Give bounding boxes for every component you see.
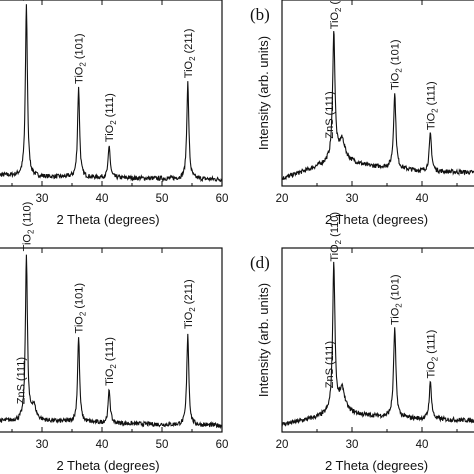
peak-label: TiO2 (101) — [390, 39, 404, 90]
plot-frame — [0, 0, 223, 187]
x-tick-label: 60 — [216, 439, 229, 451]
x-tick-label: 40 — [416, 439, 429, 451]
x-tick-label: 50 — [156, 193, 169, 205]
peak-label-main: TiO — [104, 124, 116, 142]
x-axis-label: 2 Theta (degrees) — [56, 458, 159, 473]
x-axis-label: 2 Theta (degrees) — [56, 212, 159, 227]
peak-label-main: ZnS (111) — [16, 357, 28, 404]
peak-label-main: TiO — [74, 66, 86, 84]
peak-label-main: TiO — [21, 0, 33, 1]
peak-label-main: TiO — [21, 234, 33, 252]
peak-label-main: TiO — [329, 244, 341, 262]
peak-label: TiO2 (111) — [104, 93, 118, 142]
x-axis-label: 2 Theta (degrees) — [325, 458, 428, 473]
peak-label-subscript: 2 — [334, 239, 343, 244]
x-tick-label: 30 — [36, 193, 49, 205]
peak-label: TiO2 (111) — [425, 81, 439, 130]
plot-frame — [281, 0, 474, 187]
x-tick-label: 40 — [96, 439, 109, 451]
x-tick-label: 60 — [216, 193, 229, 205]
peak-label-main: TiO — [390, 307, 402, 325]
panel-label: (d) — [250, 253, 270, 272]
peak-label: ZnS (111) — [324, 341, 336, 388]
peak-label-tail: (111) — [425, 330, 437, 357]
y-axis-label: Intensity (arb. units) — [256, 36, 271, 150]
peak-label-subscript: 2 — [188, 56, 197, 61]
xrd-trace — [0, 254, 222, 430]
panel-b: 203040502 Theta (degrees)Intensity (arb.… — [250, 0, 474, 227]
peak-label-subscript: 2 — [109, 120, 118, 125]
peak-label: TiO2 (110) — [21, 202, 35, 252]
peak-label-main: TiO — [425, 361, 437, 379]
peak-label: TiO2 (110) — [329, 212, 343, 262]
x-axis-label: 2 Theta (degrees) — [325, 212, 428, 227]
peak-label-main: TiO — [104, 368, 116, 386]
peak-label-main: TiO — [183, 311, 195, 329]
peak-label-subscript: 2 — [334, 7, 343, 12]
panel-d: 203040502 Theta (degrees)Intensity (arb.… — [250, 212, 474, 473]
panel-c: 30 40 50 602 Theta (degrees)TiO2 (110)ZnS (… — [0, 202, 228, 473]
panel-label: (b) — [250, 5, 270, 24]
peak-label-main: TiO — [329, 12, 341, 30]
x-tick-label: 30 — [346, 193, 359, 205]
peak-label-subscript: 2 — [188, 307, 197, 312]
peak-label-subscript: 2 — [430, 108, 439, 113]
peak-label-tail: (111) — [425, 81, 437, 108]
peak-label-tail: (101) — [74, 33, 86, 62]
x-tick-label: 20 — [276, 193, 289, 205]
peak-label-tail: (211) — [183, 279, 195, 307]
xrd-trace — [282, 261, 474, 427]
peak-label: ZnS (111) — [324, 91, 336, 138]
peak-label-subscript: 2 — [26, 229, 35, 234]
plot-frame — [0, 247, 223, 433]
peak-label-subscript: 2 — [79, 311, 88, 316]
peak-label: TiO2 (110) — [21, 0, 35, 1]
peak-label-tail: (101) — [390, 274, 402, 303]
peak-label-subscript: 2 — [430, 356, 439, 361]
peak-label-tail: (111) — [104, 93, 116, 120]
x-tick-label: 20 — [276, 439, 289, 451]
peak-label: TiO2 (101) — [74, 33, 88, 84]
y-axis-label: Intensity (arb. units) — [256, 283, 271, 397]
x-tick-label: 30 — [36, 439, 49, 451]
peak-label: TiO2 (111) — [104, 337, 118, 386]
xrd-trace — [282, 31, 474, 181]
peak-label-main: ZnS (111) — [324, 91, 336, 138]
peak-label-tail: (211) — [183, 29, 195, 57]
peak-label-main: TiO — [390, 72, 402, 90]
xrd-trace — [0, 4, 222, 183]
x-tick-label: 50 — [156, 439, 169, 451]
peak-label-tail: (110) — [329, 212, 341, 240]
peak-label-tail: (110) — [329, 0, 341, 8]
peak-label: TiO2 (110) — [329, 0, 343, 29]
peak-label: TiO2 (101) — [74, 283, 88, 334]
peak-label-subscript: 2 — [109, 364, 118, 369]
peak-label-main: TiO — [183, 60, 195, 78]
peak-label: TiO2 (111) — [425, 330, 439, 379]
peak-label-tail: (101) — [74, 283, 86, 312]
peak-label: TiO2 (211) — [183, 29, 197, 79]
peak-label: ZnS (111) — [16, 357, 28, 404]
peak-label-main: TiO — [425, 112, 437, 130]
x-tick-label: 40 — [96, 193, 109, 205]
peak-label: TiO2 (101) — [390, 274, 404, 325]
peak-label-subscript: 2 — [395, 303, 404, 308]
peak-label-main: TiO — [74, 316, 86, 334]
peak-label-tail: (111) — [104, 337, 116, 364]
plot-frame — [281, 247, 474, 433]
peak-label: TiO2 (211) — [183, 279, 197, 329]
peak-label-subscript: 2 — [395, 68, 404, 73]
x-tick-label: 30 — [346, 439, 359, 451]
x-tick-label: 40 — [416, 193, 429, 205]
peak-label-tail: (101) — [390, 39, 402, 68]
peak-label-main: ZnS (111) — [324, 341, 336, 388]
peak-label-tail: (110) — [21, 202, 33, 230]
peak-label-subscript: 2 — [79, 62, 88, 67]
